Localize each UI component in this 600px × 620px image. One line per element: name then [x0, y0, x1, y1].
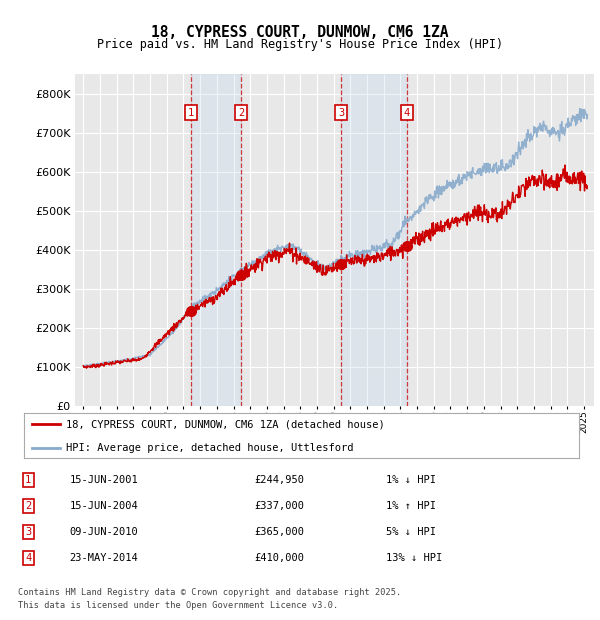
- Text: Contains HM Land Registry data © Crown copyright and database right 2025.: Contains HM Land Registry data © Crown c…: [18, 588, 401, 597]
- Text: 3: 3: [338, 107, 344, 118]
- Text: 1: 1: [25, 475, 31, 485]
- Text: 23-MAY-2014: 23-MAY-2014: [70, 553, 139, 563]
- Text: 1% ↑ HPI: 1% ↑ HPI: [386, 501, 436, 511]
- Text: £410,000: £410,000: [254, 553, 304, 563]
- Text: 18, CYPRESS COURT, DUNMOW, CM6 1ZA (detached house): 18, CYPRESS COURT, DUNMOW, CM6 1ZA (deta…: [65, 419, 385, 429]
- Text: Price paid vs. HM Land Registry's House Price Index (HPI): Price paid vs. HM Land Registry's House …: [97, 38, 503, 51]
- Text: This data is licensed under the Open Government Licence v3.0.: This data is licensed under the Open Gov…: [18, 601, 338, 611]
- Text: 4: 4: [404, 107, 410, 118]
- Bar: [341, 74, 407, 406]
- Text: 18, CYPRESS COURT, DUNMOW, CM6 1ZA: 18, CYPRESS COURT, DUNMOW, CM6 1ZA: [151, 25, 449, 40]
- Text: 1% ↓ HPI: 1% ↓ HPI: [386, 475, 436, 485]
- Text: 3: 3: [25, 527, 31, 537]
- Bar: [191, 74, 241, 406]
- Text: £337,000: £337,000: [254, 501, 304, 511]
- Text: 15-JUN-2001: 15-JUN-2001: [70, 475, 139, 485]
- Text: £365,000: £365,000: [254, 527, 304, 537]
- Text: 1: 1: [188, 107, 194, 118]
- Text: HPI: Average price, detached house, Uttlesford: HPI: Average price, detached house, Uttl…: [65, 443, 353, 453]
- Text: 2: 2: [25, 501, 31, 511]
- Text: 09-JUN-2010: 09-JUN-2010: [70, 527, 139, 537]
- Text: 4: 4: [25, 553, 31, 563]
- Text: 2: 2: [238, 107, 244, 118]
- Text: £244,950: £244,950: [254, 475, 304, 485]
- Text: 13% ↓ HPI: 13% ↓ HPI: [386, 553, 443, 563]
- Text: 15-JUN-2004: 15-JUN-2004: [70, 501, 139, 511]
- Text: 5% ↓ HPI: 5% ↓ HPI: [386, 527, 436, 537]
